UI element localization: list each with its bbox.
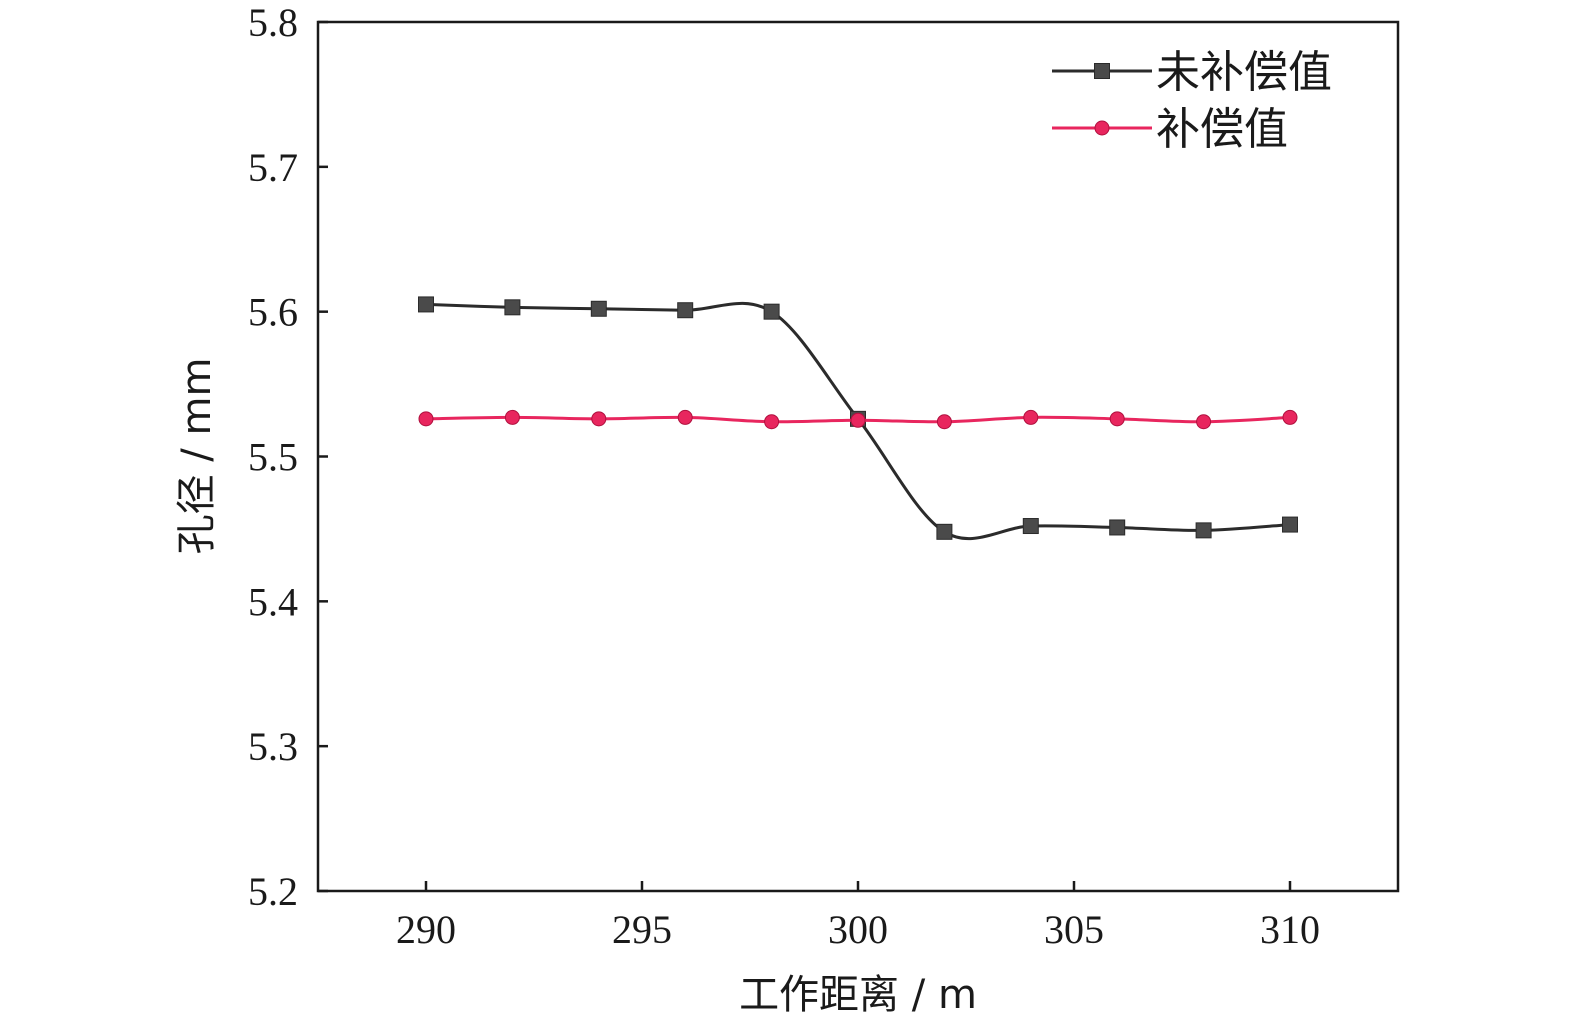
data-point	[936, 523, 953, 540]
data-point	[677, 409, 693, 425]
data-point	[1282, 516, 1298, 533]
data-point	[1282, 409, 1298, 425]
series-2	[418, 409, 1298, 430]
data-point	[677, 302, 694, 319]
y-axis-title: 孔径 / mm	[174, 358, 220, 555]
data-point	[850, 412, 866, 428]
x-axis-title: 工作距离 / m	[739, 972, 977, 1018]
x-tick-label: 305	[1044, 907, 1104, 952]
y-tick-label: 5.7	[248, 145, 298, 190]
y-tick-label: 5.3	[248, 724, 298, 769]
y-tick-label: 5.4	[248, 579, 298, 624]
data-point	[1109, 411, 1125, 427]
y-tick-label: 5.6	[248, 290, 298, 335]
data-point	[1109, 519, 1126, 536]
data-point	[936, 414, 952, 430]
y-tick-label: 5.8	[248, 0, 298, 45]
data-point	[504, 409, 520, 425]
x-axis: 290 295 300 305 310	[396, 881, 1320, 952]
legend-label: 未补偿值	[1156, 47, 1332, 98]
data-point	[418, 411, 434, 427]
y-axis: 5.2 5.3 5.4 5.5 5.6 5.7 5.8	[248, 0, 328, 914]
data-point	[764, 414, 780, 430]
data-point	[591, 411, 607, 427]
legend-marker	[1094, 120, 1110, 136]
data-point	[763, 303, 780, 320]
data-point	[418, 296, 434, 313]
legend-marker	[1094, 63, 1110, 79]
x-tick-label: 295	[612, 907, 672, 952]
legend-label: 补偿值	[1156, 104, 1288, 155]
x-tick-label: 310	[1260, 907, 1320, 952]
series-layer	[418, 296, 1298, 541]
data-point	[504, 299, 521, 316]
x-tick-label: 290	[396, 907, 456, 952]
data-point	[1023, 409, 1039, 425]
data-point	[1022, 518, 1039, 535]
data-point	[590, 300, 607, 317]
y-tick-label: 5.2	[248, 869, 298, 914]
y-tick-label: 5.5	[248, 435, 298, 480]
x-tick-label: 300	[828, 907, 888, 952]
data-point	[1196, 414, 1212, 430]
data-point	[1195, 522, 1212, 539]
